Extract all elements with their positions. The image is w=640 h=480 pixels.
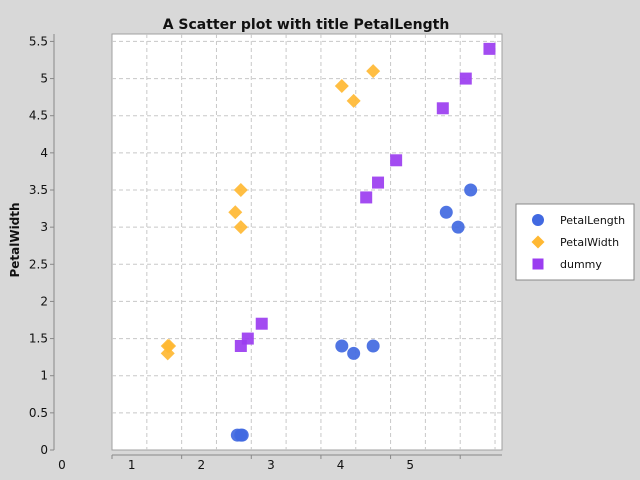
x-tick-label: 1: [128, 458, 136, 472]
y-tick-label: 2: [40, 294, 48, 308]
legend-label: dummy: [560, 258, 602, 271]
y-tick-label: 1.5: [29, 332, 48, 346]
data-point-petallength: [335, 339, 349, 353]
data-point-petalwidth: [366, 64, 381, 79]
legend-marker-petalwidth: [531, 235, 545, 249]
data-point-dummy: [390, 154, 403, 167]
y-tick-label: 4.5: [29, 109, 48, 123]
x-tick-label: 2: [197, 458, 205, 472]
chart-title: A Scatter plot with title PetalLength: [163, 17, 450, 33]
data-point-dummy: [255, 317, 268, 330]
plot-background: [111, 33, 503, 451]
data-point-petalwidth: [233, 183, 248, 197]
x-tick-label: 4: [337, 458, 345, 472]
data-point-petallength: [439, 205, 453, 219]
data-point-petallength: [366, 339, 380, 353]
y-tick-label: 1: [40, 369, 48, 383]
data-point-petallength: [451, 220, 465, 234]
legend-label: PetalLength: [560, 214, 625, 227]
y-axis-label: PetalWidth: [8, 202, 22, 277]
x-tick-label: 0: [58, 458, 66, 472]
data-point-dummy: [483, 42, 496, 55]
y-tick-label: 3: [40, 220, 48, 234]
data-point-petallength: [235, 428, 249, 442]
data-point-dummy: [241, 332, 254, 345]
legend: PetalLength PetalWidth dummy: [515, 203, 635, 281]
data-point-dummy: [372, 176, 385, 189]
y-tick-label: 5.5: [29, 34, 48, 48]
data-point-dummy: [459, 72, 472, 85]
data-point-petalwidth: [233, 220, 248, 235]
data-point-petalwidth: [334, 79, 349, 93]
y-tick-label: 4: [40, 146, 48, 160]
data-point-dummy: [436, 102, 449, 115]
legend-label: PetalWidth: [560, 236, 619, 249]
data-point-petalwidth: [228, 205, 243, 220]
x-tick-label: 3: [267, 458, 275, 472]
x-tick-label: 5: [406, 458, 414, 472]
legend-marker-dummy: [532, 258, 544, 270]
data-point-petallength: [347, 346, 361, 360]
data-point-petallength: [464, 183, 478, 197]
y-tick-label: 2.5: [29, 257, 48, 271]
plot-area: 0 0.5 1 1.5 2 2.5 3 3.5 4 4.5 5 5.5 0 1 2 3 4 5: [29, 33, 503, 472]
y-tick-label: 5: [40, 72, 48, 86]
data-point-petalwidth: [346, 93, 361, 108]
y-tick-label: 0: [40, 443, 48, 457]
data-point-dummy: [360, 191, 373, 204]
y-tick-label: 0.5: [29, 406, 48, 420]
legend-marker-petallength: [532, 214, 544, 226]
data-point-petalwidth: [160, 346, 175, 361]
y-tick-label: 3.5: [29, 183, 48, 197]
